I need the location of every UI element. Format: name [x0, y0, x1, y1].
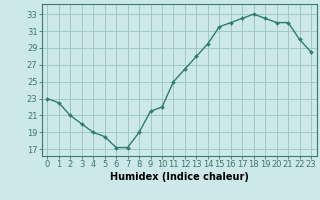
- X-axis label: Humidex (Indice chaleur): Humidex (Indice chaleur): [110, 172, 249, 182]
